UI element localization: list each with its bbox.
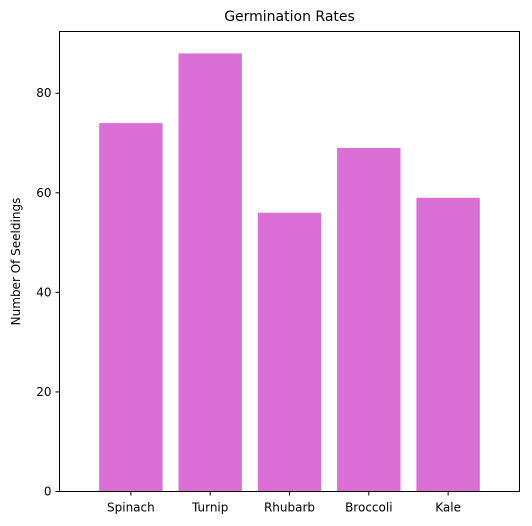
y-tick-label: 80 — [36, 86, 51, 100]
y-tick-label: 0 — [44, 485, 52, 499]
x-tick-label: Kale — [435, 501, 461, 515]
x-tick-label: Rhubarb — [264, 501, 315, 515]
bar-turnip — [178, 53, 242, 492]
x-tick-label: Turnip — [191, 501, 228, 515]
x-tick-label: Spinach — [107, 501, 155, 515]
y-tick-label: 60 — [36, 186, 51, 200]
x-axis: Spinach Turnip Rhubarb Broccoli Kale — [107, 491, 461, 515]
bar-broccoli — [337, 147, 401, 492]
y-tick-label: 40 — [36, 285, 51, 299]
bars-group — [99, 53, 480, 492]
chart-title: Germination Rates — [224, 9, 355, 25]
y-tick-label: 20 — [36, 385, 51, 399]
y-axis-label: Number Of Seeldings — [9, 198, 23, 326]
plot-frame — [59, 31, 520, 492]
bar-rhubarb — [257, 212, 322, 492]
bar-kale — [416, 197, 480, 492]
x-tick-label: Broccoli — [345, 501, 392, 515]
y-axis: 0 20 40 60 80 — [36, 86, 60, 499]
bar-spinach — [99, 123, 163, 492]
